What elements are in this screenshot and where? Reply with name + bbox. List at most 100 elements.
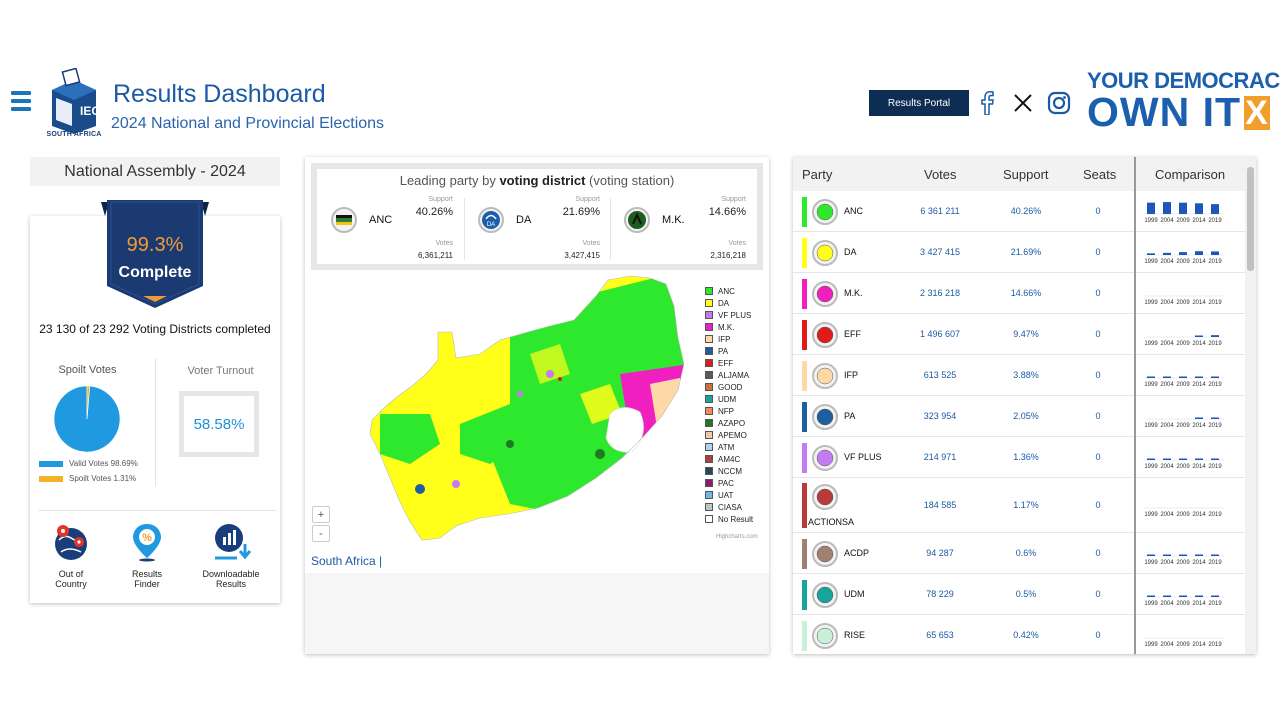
facebook-icon[interactable]	[975, 90, 999, 116]
out-of-country-label2: Country	[55, 579, 87, 589]
table-row[interactable]: IFP 613 525 3.88% 0 1999 2004 2009 2014 2019	[793, 355, 1245, 396]
comparison-chart[interactable]: 1999 2004 2009 2014 2019	[1143, 278, 1240, 308]
page-title: Results Dashboard	[113, 80, 326, 108]
comparison-chart[interactable]: 1999 2004 2009 2014 2019	[1143, 490, 1240, 520]
comparison-chart[interactable]: 1999 2004 2009 2014 2019	[1143, 401, 1240, 431]
comparison-year-label: 1999	[1144, 601, 1158, 607]
table-row[interactable]: DA 3 427 415 21.69% 0 1999 2004 2009 2014 2019	[793, 232, 1245, 273]
highcharts-credit[interactable]: Highcharts.com	[716, 534, 758, 540]
downloadable-results-link[interactable]: Downloadable Results	[191, 522, 271, 589]
scrollbar[interactable]	[1245, 157, 1256, 654]
comparison-year-label: 2019	[1208, 601, 1222, 607]
party-logo-icon	[812, 484, 838, 510]
map-legend-item[interactable]: ATM	[705, 441, 753, 453]
comparison-year-label: 2009	[1176, 259, 1190, 265]
map-legend-item[interactable]: VF PLUS	[705, 309, 753, 321]
table-row[interactable]: RISE 65 653 0.42% 0 1999 2004 2009 2014 2019	[793, 615, 1245, 654]
party-name: VF PLUS	[844, 451, 882, 462]
comparison-bar	[1147, 376, 1155, 378]
party-name: ANC	[844, 205, 864, 216]
map-legend-item[interactable]: IFP	[705, 333, 753, 345]
map-legend-item[interactable]: APEMO	[705, 429, 753, 441]
party-color-bar	[802, 620, 807, 651]
comparison-year-label: 2004	[1160, 300, 1174, 306]
map-legend-item[interactable]: UAT	[705, 489, 753, 501]
votes-value: 6,361,211	[418, 251, 453, 260]
votes-cell: 2 316 218	[919, 287, 961, 298]
results-portal-button[interactable]: Results Portal	[869, 90, 969, 116]
table-row[interactable]: M.K. 2 316 218 14.66% 0 1999 2004 2009 2014 2019	[793, 273, 1245, 314]
zoom-in-button[interactable]: +	[312, 506, 330, 523]
map-legend-item[interactable]: ANC	[705, 285, 753, 297]
map-legend-item[interactable]: M.K.	[705, 321, 753, 333]
seats-cell: 0	[1095, 369, 1101, 380]
votes-value: 3,427,415	[564, 251, 600, 260]
table-row[interactable]: ACDP 94 287 0.6% 0 1999 2004 2009 2014 2019	[793, 533, 1245, 574]
table-row[interactable]: ANC 6 361 211 40.26% 0 1999 2004 2009 2014 2019	[793, 191, 1245, 232]
legend-label: NCCM	[718, 466, 742, 476]
comparison-chart[interactable]: 1999 2004 2009 2014 2019	[1143, 538, 1240, 568]
zoom-out-button[interactable]: -	[312, 525, 330, 542]
table-row[interactable]: EFF 1 496 607 9.47% 0 1999 2004 2009 2014 2019	[793, 314, 1245, 355]
map-legend-item[interactable]: AM4C	[705, 453, 753, 465]
comparison-chart[interactable]: 1999 2004 2009 2014 2019	[1143, 319, 1240, 349]
comparison-bar	[1179, 251, 1187, 255]
comparison-chart[interactable]: 1999 2004 2009 2014 2019	[1143, 620, 1240, 650]
map-legend-item[interactable]: UDM	[705, 393, 753, 405]
comparison-bar	[1195, 554, 1203, 556]
comparison-bar	[1163, 201, 1171, 214]
legend-swatch	[705, 443, 713, 451]
results-finder-link[interactable]: % Results Finder	[107, 522, 187, 589]
legend-label: UDM	[718, 394, 737, 404]
comparison-chart[interactable]: 1999 2004 2009 2014 2019	[1143, 579, 1240, 609]
party-logo-icon	[812, 622, 838, 649]
instagram-icon[interactable]	[1047, 90, 1071, 116]
votes-label: Votes	[582, 240, 600, 247]
party-name: ANC	[369, 214, 393, 226]
legend-label: ANC	[718, 286, 735, 296]
comparison-year-label: 1999	[1144, 464, 1158, 470]
table-row[interactable]: UDM 78 229 0.5% 0 1999 2004 2009 2014 2019	[793, 574, 1245, 615]
menu-icon[interactable]	[11, 91, 31, 111]
table-row[interactable]: PA 323 954 2.05% 0 1999 2004 2009 2014 2019	[793, 396, 1245, 437]
map-legend-item[interactable]: NFP	[705, 405, 753, 417]
table-row[interactable]: VF PLUS 214 971 1.36% 0 1999 2004 2009 2014 2019	[793, 437, 1245, 478]
party-name: IFP	[844, 369, 859, 380]
table-row[interactable]: ACTIONSA 184 585 1.17% 0 1999 2004 2009 2014 201…	[793, 478, 1245, 533]
map-legend-item[interactable]: AZAPO	[705, 417, 753, 429]
x-twitter-icon[interactable]	[1011, 90, 1035, 116]
spoilt-votes-title: Spoilt Votes	[58, 364, 117, 376]
party-name: UDM	[844, 588, 865, 599]
map-legend-item[interactable]: ALJAMA	[705, 369, 753, 381]
map-legend-item[interactable]: CIASA	[705, 501, 753, 513]
breadcrumb[interactable]: South Africa |	[311, 554, 383, 568]
comparison-year-label: 2009	[1176, 464, 1190, 470]
map-legend-item[interactable]: No Result	[705, 513, 753, 525]
valid-votes-label: Valid Votes 98.69%	[69, 459, 138, 468]
south-africa-map[interactable]	[360, 274, 704, 544]
map-legend-item[interactable]: GOOD	[705, 381, 753, 393]
comparison-year-label: 2019	[1208, 300, 1222, 306]
comparison-chart[interactable]: 1999 2004 2009 2014 2019	[1143, 196, 1240, 226]
map-legend-item[interactable]: PA	[705, 345, 753, 357]
out-of-country-link[interactable]: Out of Country	[31, 522, 111, 589]
scrollbar-thumb[interactable]	[1247, 167, 1254, 271]
map-legend-item[interactable]: DA	[705, 297, 753, 309]
votes-cell: 214 971	[923, 451, 957, 462]
comparison-chart[interactable]: 1999 2004 2009 2014 2019	[1143, 237, 1240, 267]
comparison-year-label: 2004	[1160, 341, 1174, 347]
comparison-chart[interactable]: 1999 2004 2009 2014 2019	[1143, 442, 1240, 472]
support-label: Support	[575, 196, 600, 203]
map-legend-item[interactable]: PAC	[705, 477, 753, 489]
legend-swatch	[705, 479, 713, 487]
slogan-line1: YOUR DEMOCRACY	[1087, 68, 1280, 93]
comparison-year-label: 2009	[1176, 423, 1190, 429]
votes-cell: 323 954	[923, 410, 957, 421]
comparison-chart[interactable]: 1999 2004 2009 2014 2019	[1143, 360, 1240, 390]
votes-label: Votes	[435, 240, 453, 247]
complete-label: Complete	[118, 264, 192, 281]
party-name: DA	[844, 246, 857, 257]
map-legend-item[interactable]: EFF	[705, 357, 753, 369]
party-color-bar	[802, 196, 807, 227]
map-legend-item[interactable]: NCCM	[705, 465, 753, 477]
